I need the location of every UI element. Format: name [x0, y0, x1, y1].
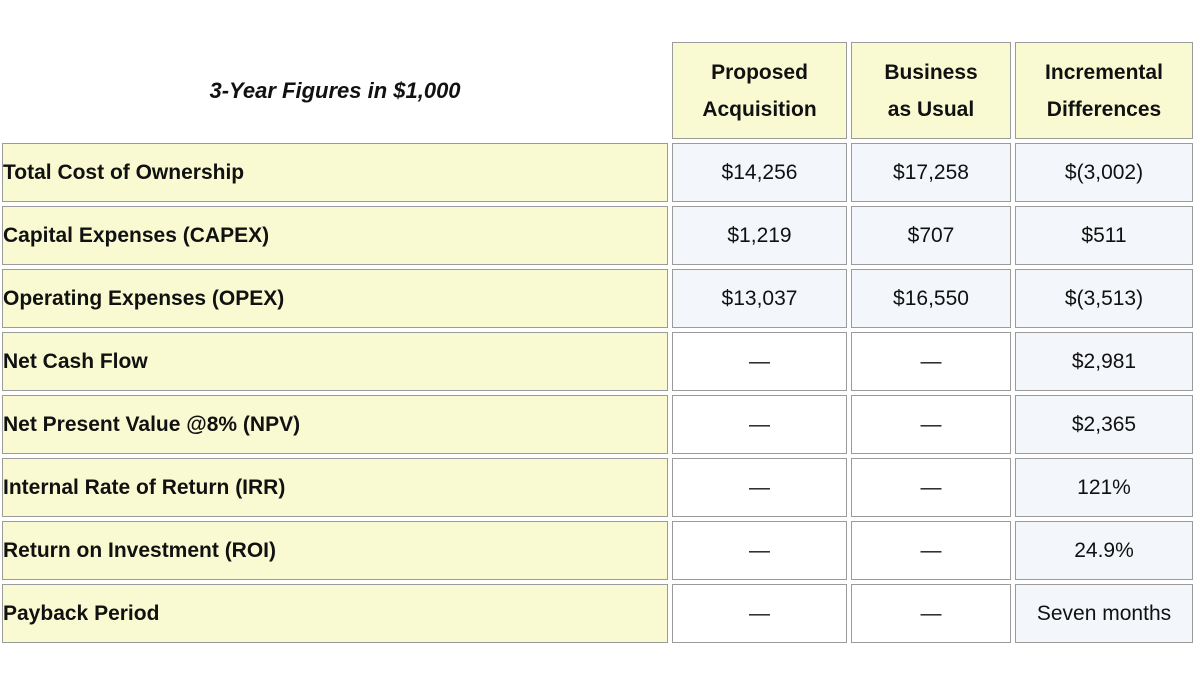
- value-cell-business: —: [851, 332, 1011, 391]
- table-row: Net Cash Flow — — $2,981: [2, 332, 1193, 391]
- row-label-cell: Internal Rate of Return (IRR): [2, 458, 668, 517]
- table-row: Total Cost of Ownership $14,256 $17,258 …: [2, 143, 1193, 202]
- value-cell-incremental: $(3,513): [1015, 269, 1193, 328]
- value-cell-incremental: $511: [1015, 206, 1193, 265]
- value-cell-proposed: $13,037: [672, 269, 847, 328]
- value-cell-proposed: —: [672, 521, 847, 580]
- row-label-cell: Return on Investment (ROI): [2, 521, 668, 580]
- value-cell-business: —: [851, 521, 1011, 580]
- value-cell-incremental: Seven months: [1015, 584, 1193, 643]
- table-body: Total Cost of Ownership $14,256 $17,258 …: [2, 143, 1193, 643]
- value-cell-proposed: —: [672, 395, 847, 454]
- value-cell-business: —: [851, 458, 1011, 517]
- value-cell-proposed: $1,219: [672, 206, 847, 265]
- value-cell-proposed: —: [672, 458, 847, 517]
- value-cell-incremental: 121%: [1015, 458, 1193, 517]
- table-row: Capital Expenses (CAPEX) $1,219 $707 $51…: [2, 206, 1193, 265]
- col-header-incremental-differences: Incremental Differences: [1015, 42, 1193, 139]
- row-label-cell: Net Present Value @8% (NPV): [2, 395, 668, 454]
- value-cell-incremental: $2,981: [1015, 332, 1193, 391]
- header-row: 3-Year Figures in $1,000 Proposed Acquis…: [2, 42, 1193, 139]
- value-cell-proposed: $14,256: [672, 143, 847, 202]
- table-row: Payback Period — — Seven months: [2, 584, 1193, 643]
- value-cell-incremental: 24.9%: [1015, 521, 1193, 580]
- value-cell-proposed: —: [672, 584, 847, 643]
- table-row: Return on Investment (ROI) — — 24.9%: [2, 521, 1193, 580]
- row-label-cell: Total Cost of Ownership: [2, 143, 668, 202]
- table-row: Operating Expenses (OPEX) $13,037 $16,55…: [2, 269, 1193, 328]
- col-header-business-as-usual: Business as Usual: [851, 42, 1011, 139]
- table-row: Internal Rate of Return (IRR) — — 121%: [2, 458, 1193, 517]
- value-cell-business: $17,258: [851, 143, 1011, 202]
- value-cell-incremental: $(3,002): [1015, 143, 1193, 202]
- row-label-cell: Capital Expenses (CAPEX): [2, 206, 668, 265]
- tco-comparison-table: 3-Year Figures in $1,000 Proposed Acquis…: [0, 38, 1197, 647]
- row-label-cell: Operating Expenses (OPEX): [2, 269, 668, 328]
- value-cell-business: —: [851, 584, 1011, 643]
- row-label-cell: Payback Period: [2, 584, 668, 643]
- value-cell-proposed: —: [672, 332, 847, 391]
- value-cell-business: $16,550: [851, 269, 1011, 328]
- row-label-cell: Net Cash Flow: [2, 332, 668, 391]
- table-title: 3-Year Figures in $1,000: [209, 77, 461, 103]
- col-header-proposed-acquisition: Proposed Acquisition: [672, 42, 847, 139]
- value-cell-incremental: $2,365: [1015, 395, 1193, 454]
- value-cell-business: —: [851, 395, 1011, 454]
- table-row: Net Present Value @8% (NPV) — — $2,365: [2, 395, 1193, 454]
- value-cell-business: $707: [851, 206, 1011, 265]
